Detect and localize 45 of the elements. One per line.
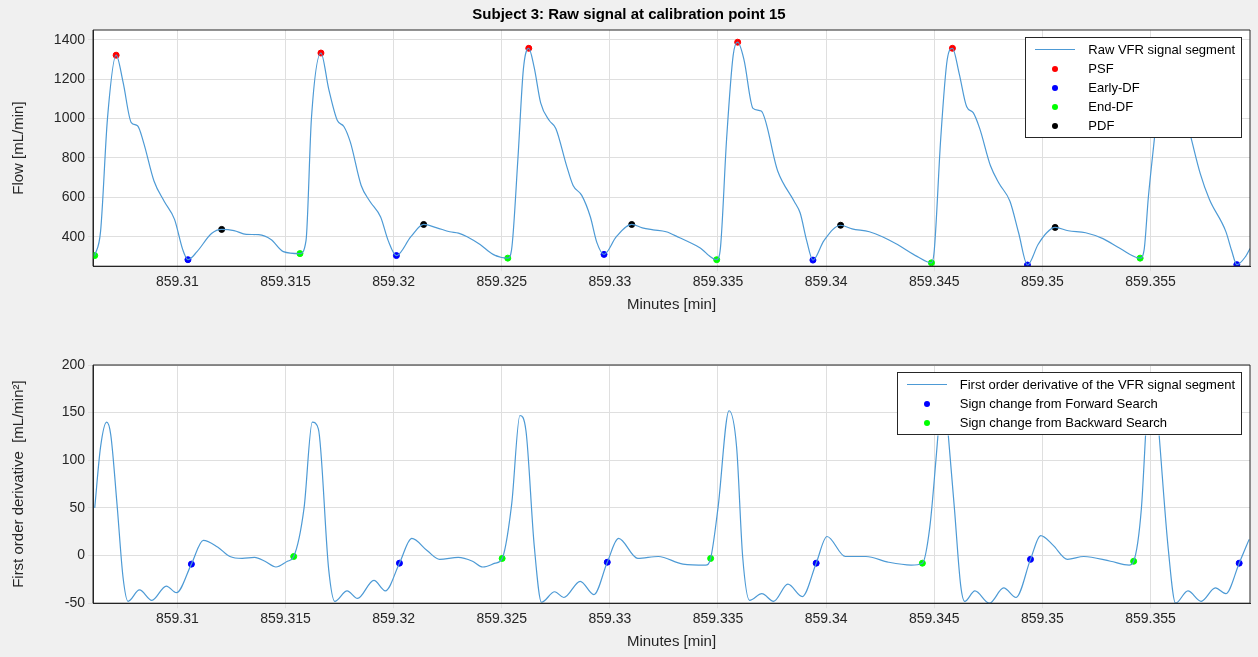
x-tick-label: 859.35 [1020, 610, 1065, 627]
x-tick-label: 859.325 [476, 273, 528, 290]
x-tick-label: 859.315 [260, 610, 311, 627]
y-tick-label: 600 [61, 188, 86, 205]
legend-label: PSF [1088, 61, 1114, 76]
chart-title: Subject 3: Raw signal at calibration point 15 [472, 5, 786, 23]
x-tick-label: 859.355 [1125, 273, 1177, 290]
x-tick-label: 859.355 [1125, 610, 1177, 627]
x-axis-title: Minutes [min] [626, 295, 717, 313]
y-tick-label: 150 [61, 403, 86, 420]
x-tick-label: 859.31 [155, 610, 199, 627]
legend-label: Sign change from Forward Search [959, 396, 1158, 411]
x-tick-label: 859.335 [692, 610, 744, 627]
legend-label: First order derivative of the VFR signal segment [959, 377, 1235, 392]
y-tick-label: -50 [64, 594, 86, 611]
x-tick-label: 859.32 [372, 610, 416, 627]
x-tick-label: 859.315 [260, 273, 311, 290]
y-tick-label: 100 [61, 451, 86, 468]
y-tick-label: 1400 [53, 30, 86, 47]
x-tick-label: 859.325 [476, 610, 528, 627]
y-tick-label: 0 [77, 546, 86, 563]
y-tick-label: 50 [69, 498, 86, 515]
x-tick-label: 859.335 [692, 273, 744, 290]
x-tick-label: 859.34 [804, 610, 848, 627]
y-axis-title: Flow [mL/min] [9, 101, 27, 195]
x-tick-label: 859.34 [804, 273, 848, 290]
y-tick-label: 800 [61, 148, 86, 165]
y-tick-label: 1200 [53, 70, 86, 87]
x-tick-label: 859.33 [588, 610, 632, 627]
x-tick-label: 859.345 [908, 610, 960, 627]
x-tick-label: 859.32 [372, 273, 416, 290]
y-axis-title: First order derivative [mL/min²] [9, 380, 27, 588]
legend-label: Sign change from Backward Search [959, 415, 1168, 430]
y-tick-label: 1000 [53, 109, 86, 126]
y-tick-label: 200 [61, 355, 86, 372]
x-tick-label: 859.345 [908, 273, 960, 290]
x-axis-title: Minutes [min] [626, 632, 717, 650]
x-tick-label: 859.35 [1020, 273, 1065, 290]
legend-label: Early-DF [1088, 80, 1140, 95]
x-tick-label: 859.31 [155, 273, 199, 290]
legend-label: End-DF [1088, 99, 1134, 114]
y-tick-label: 400 [61, 227, 86, 244]
legend-label: PDF [1088, 118, 1115, 133]
x-tick-label: 859.33 [588, 273, 632, 290]
legend-label: Raw VFR signal segment [1088, 42, 1235, 57]
